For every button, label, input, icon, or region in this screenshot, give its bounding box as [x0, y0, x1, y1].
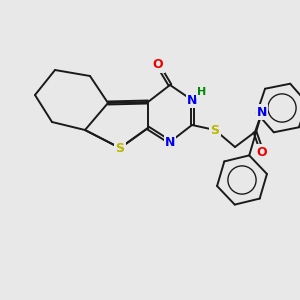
Text: S: S	[211, 124, 220, 136]
Text: S: S	[116, 142, 124, 154]
Text: H: H	[197, 87, 207, 97]
Text: O: O	[257, 146, 267, 158]
Text: N: N	[187, 94, 197, 106]
Text: N: N	[165, 136, 175, 148]
Text: O: O	[153, 58, 163, 71]
Text: N: N	[257, 106, 267, 118]
